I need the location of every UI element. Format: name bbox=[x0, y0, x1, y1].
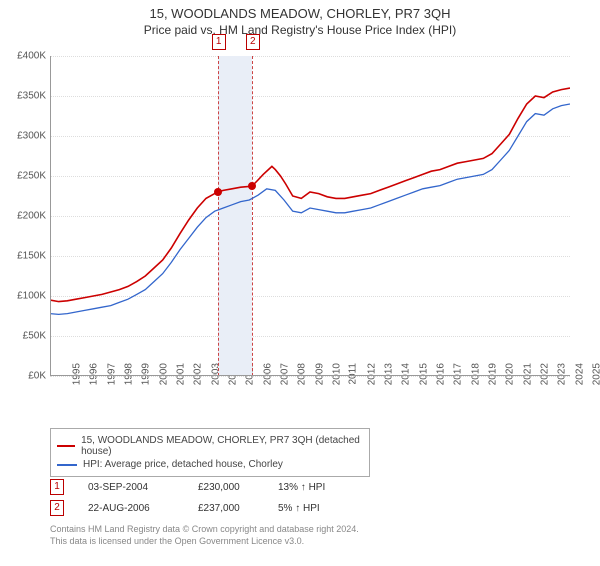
legend-swatch bbox=[57, 464, 77, 466]
y-tick-label: £50K bbox=[2, 331, 46, 342]
sales-row-tag: 2 bbox=[50, 500, 64, 516]
y-tick-label: £300K bbox=[2, 131, 46, 142]
footnote-line2: This data is licensed under the Open Gov… bbox=[50, 536, 570, 548]
sale-marker-tag: 1 bbox=[212, 34, 226, 50]
y-tick-label: £200K bbox=[2, 211, 46, 222]
sales-row-tag: 1 bbox=[50, 479, 64, 495]
chart-container: 15, WOODLANDS MEADOW, CHORLEY, PR7 3QH P… bbox=[0, 6, 600, 566]
chart-subtitle: Price paid vs. HM Land Registry's House … bbox=[0, 23, 600, 37]
sales-row-price: £237,000 bbox=[198, 503, 278, 514]
sales-row-date: 22-AUG-2006 bbox=[88, 503, 198, 514]
footnote-line1: Contains HM Land Registry data © Crown c… bbox=[50, 524, 570, 536]
y-tick-label: £250K bbox=[2, 171, 46, 182]
sales-row: 1 03-SEP-2004£230,00013% ↑ HPI bbox=[50, 479, 570, 495]
legend: 15, WOODLANDS MEADOW, CHORLEY, PR7 3QH (… bbox=[50, 428, 370, 477]
sales-row-price: £230,000 bbox=[198, 482, 278, 493]
y-tick-label: £350K bbox=[2, 91, 46, 102]
x-tick-label: 2024 bbox=[574, 363, 585, 385]
legend-swatch bbox=[57, 445, 75, 447]
sales-row-date: 03-SEP-2004 bbox=[88, 482, 198, 493]
sales-row-delta: 13% ↑ HPI bbox=[278, 482, 368, 493]
legend-label: HPI: Average price, detached house, Chor… bbox=[83, 459, 283, 470]
footnote: Contains HM Land Registry data © Crown c… bbox=[50, 524, 570, 547]
sales-row: 2 22-AUG-2006£237,0005% ↑ HPI bbox=[50, 500, 570, 516]
series-line bbox=[50, 88, 570, 302]
sale-marker-tag: 2 bbox=[246, 34, 260, 50]
chart-plot-area: £0K£50K£100K£150K£200K£250K£300K£350K£40… bbox=[50, 56, 570, 376]
legend-item: HPI: Average price, detached house, Chor… bbox=[57, 459, 363, 470]
legend-label: 15, WOODLANDS MEADOW, CHORLEY, PR7 3QH (… bbox=[81, 435, 363, 457]
sales-table: 1 03-SEP-2004£230,00013% ↑ HPI 2 22-AUG-200… bbox=[50, 474, 570, 521]
sales-row-delta: 5% ↑ HPI bbox=[278, 503, 368, 514]
series-line bbox=[50, 104, 570, 314]
chart-title: 15, WOODLANDS MEADOW, CHORLEY, PR7 3QH bbox=[0, 6, 600, 21]
y-tick-label: £150K bbox=[2, 251, 46, 262]
y-tick-label: £0K bbox=[2, 371, 46, 382]
x-tick-label: 2025 bbox=[591, 363, 600, 385]
y-tick-label: £100K bbox=[2, 291, 46, 302]
legend-item: 15, WOODLANDS MEADOW, CHORLEY, PR7 3QH (… bbox=[57, 435, 363, 457]
y-tick-label: £400K bbox=[2, 51, 46, 62]
